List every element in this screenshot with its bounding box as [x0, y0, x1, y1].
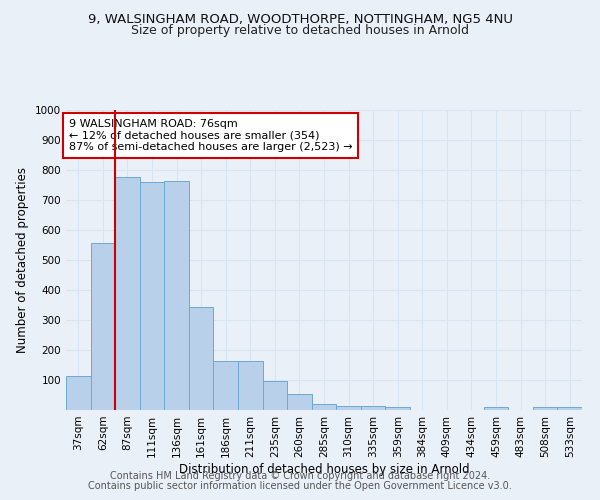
Bar: [336, 406, 361, 410]
Bar: [66, 376, 91, 410]
Bar: [533, 407, 557, 410]
Bar: [164, 182, 189, 410]
Bar: [140, 182, 164, 410]
Y-axis label: Number of detached properties: Number of detached properties: [16, 167, 29, 353]
Bar: [91, 243, 115, 410]
Bar: [115, 176, 140, 410]
Bar: [385, 407, 410, 410]
Bar: [287, 394, 312, 410]
Text: Contains public sector information licensed under the Open Government Licence v3: Contains public sector information licen…: [88, 481, 512, 491]
Text: 9, WALSINGHAM ROAD, WOODTHORPE, NOTTINGHAM, NG5 4NU: 9, WALSINGHAM ROAD, WOODTHORPE, NOTTINGH…: [88, 12, 512, 26]
Bar: [214, 360, 238, 410]
Bar: [263, 380, 287, 410]
Bar: [557, 407, 582, 410]
Bar: [238, 362, 263, 410]
Bar: [361, 406, 385, 410]
Bar: [312, 404, 336, 410]
Text: 9 WALSINGHAM ROAD: 76sqm
← 12% of detached houses are smaller (354)
87% of semi-: 9 WALSINGHAM ROAD: 76sqm ← 12% of detach…: [68, 119, 352, 152]
Text: Size of property relative to detached houses in Arnold: Size of property relative to detached ho…: [131, 24, 469, 37]
Bar: [189, 307, 214, 410]
Bar: [484, 407, 508, 410]
Text: Contains HM Land Registry data © Crown copyright and database right 2024.: Contains HM Land Registry data © Crown c…: [110, 471, 490, 481]
X-axis label: Distribution of detached houses by size in Arnold: Distribution of detached houses by size …: [179, 462, 469, 475]
